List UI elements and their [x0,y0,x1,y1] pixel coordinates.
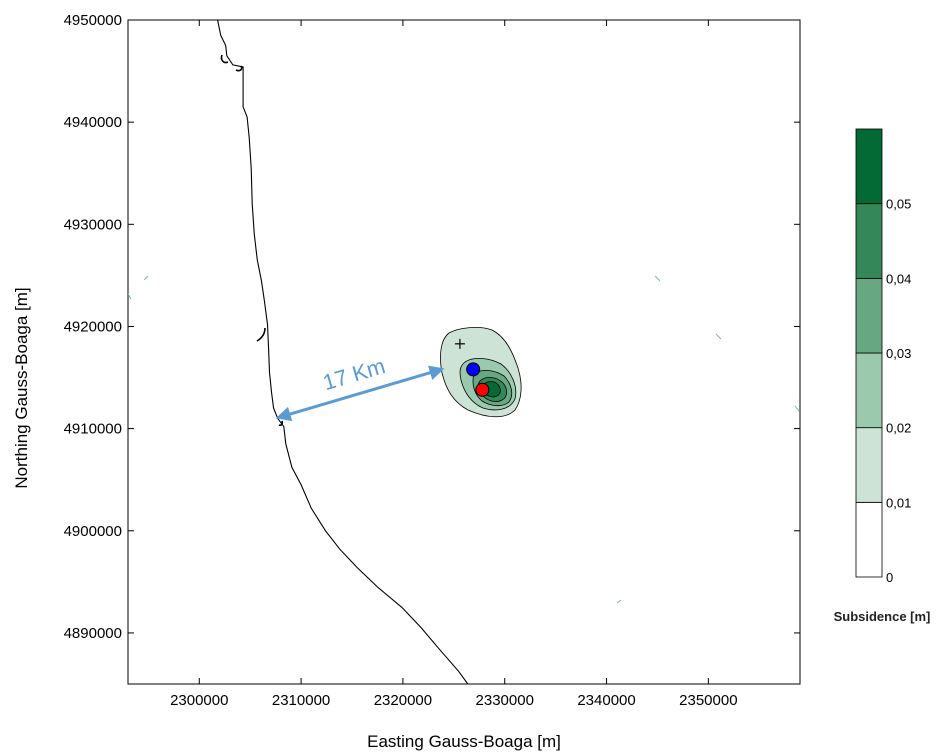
x-tick-label: 2340000 [577,692,635,709]
colorbar-segment [855,427,883,503]
blue-point-marker [466,362,481,377]
contour-artifacts [128,275,800,604]
red-point-marker [475,382,490,397]
colorbar-label: 0,05 [886,197,911,212]
coastline-details [220,54,284,427]
y-tick-label: 4900000 [64,523,122,540]
colorbar-label: 0,04 [886,271,911,286]
colorbar-label: 0,03 [886,346,911,361]
x-tick-label: 2320000 [374,692,432,709]
colorbar-title: Subsidence [m] [834,609,931,624]
y-tick-label: 4890000 [64,625,122,642]
distance-arrow [275,365,445,422]
y-axis-title: Northing Gauss-Boaga [m] [12,287,31,488]
y-tick-label: 4920000 [64,318,122,335]
colorbar-label: 0 [886,570,893,585]
coastline [217,20,469,684]
colorbar-label: 0,02 [886,421,911,436]
colorbar-segment [855,128,883,205]
y-tick-label: 4910000 [64,421,122,438]
x-tick-label: 2350000 [679,692,737,709]
x-tick-label: 2300000 [170,692,228,709]
colorbar-segment [855,352,883,429]
colorbar-label: 0,01 [886,495,911,510]
y-axis: 4890000 4900000 4910000 4920000 4930000 49400… [64,12,800,642]
y-tick-label: 4950000 [64,12,122,29]
colorbar: 0 0,01 0,02 0,03 0,04 0,05 [855,128,911,585]
colorbar-segment [855,501,883,578]
y-tick-label: 4930000 [64,216,122,233]
x-tick-label: 2330000 [476,692,534,709]
x-axis: 2300000 2310000 2320000 2330000 2340000 23500… [170,20,738,709]
cross-marker [454,338,465,349]
colorbar-segment [855,203,883,279]
y-tick-label: 4940000 [64,114,122,131]
x-tick-label: 2310000 [272,692,330,709]
colorbar-segment [855,277,883,354]
x-axis-title: Easting Gauss-Boaga [m] [367,732,561,751]
